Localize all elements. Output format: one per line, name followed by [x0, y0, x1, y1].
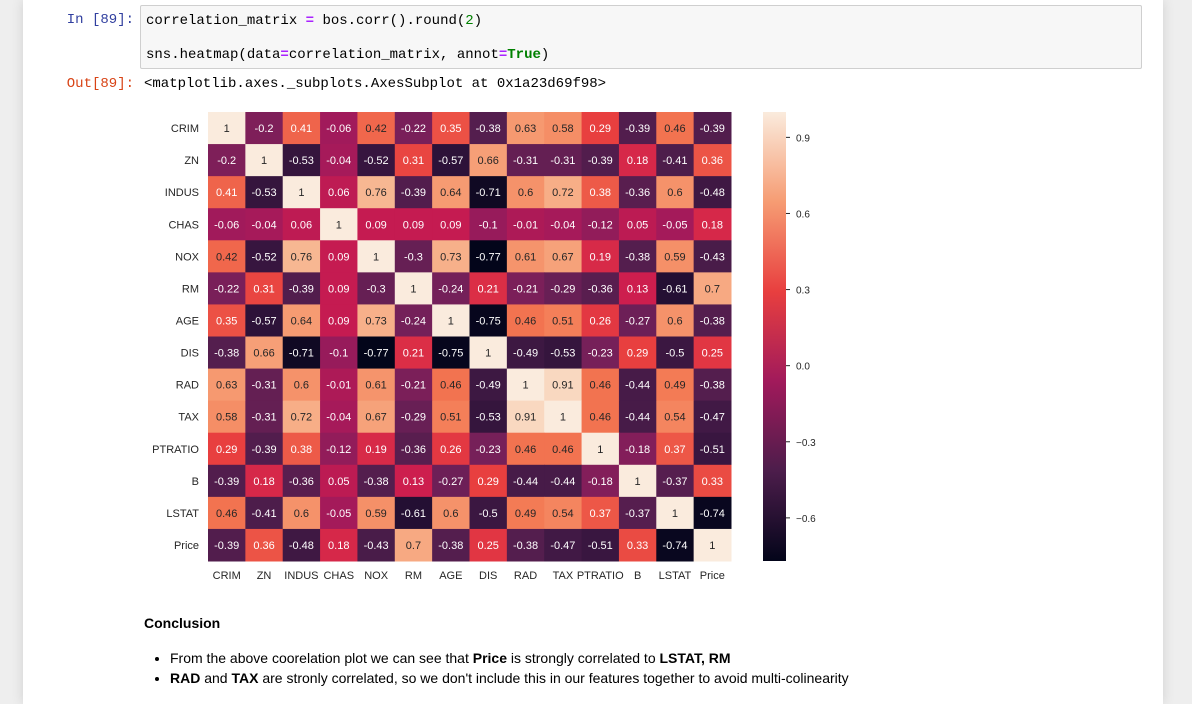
- input-prompt: In [89]:: [66, 12, 134, 28]
- conclusion-bullet-2: RAD and TAX are stronly correlated, so w…: [170, 668, 849, 688]
- code-line-1: correlation_matrix = bos.corr().round(2): [146, 13, 483, 29]
- conclusion-bullet-1: From the above coorelation plot we can s…: [170, 648, 849, 668]
- notebook-page: [23, 0, 1163, 704]
- code-input-area[interactable]: correlation_matrix = bos.corr().round(2)…: [140, 5, 1142, 69]
- output-prompt: Out[89]:: [66, 76, 134, 92]
- conclusion-list: From the above coorelation plot we can s…: [148, 648, 849, 688]
- output-text: <matplotlib.axes._subplots.AxesSubplot a…: [144, 76, 607, 92]
- code-line-2: sns.heatmap(data=correlation_matrix, ann…: [146, 47, 550, 63]
- conclusion-heading: Conclusion: [144, 615, 221, 631]
